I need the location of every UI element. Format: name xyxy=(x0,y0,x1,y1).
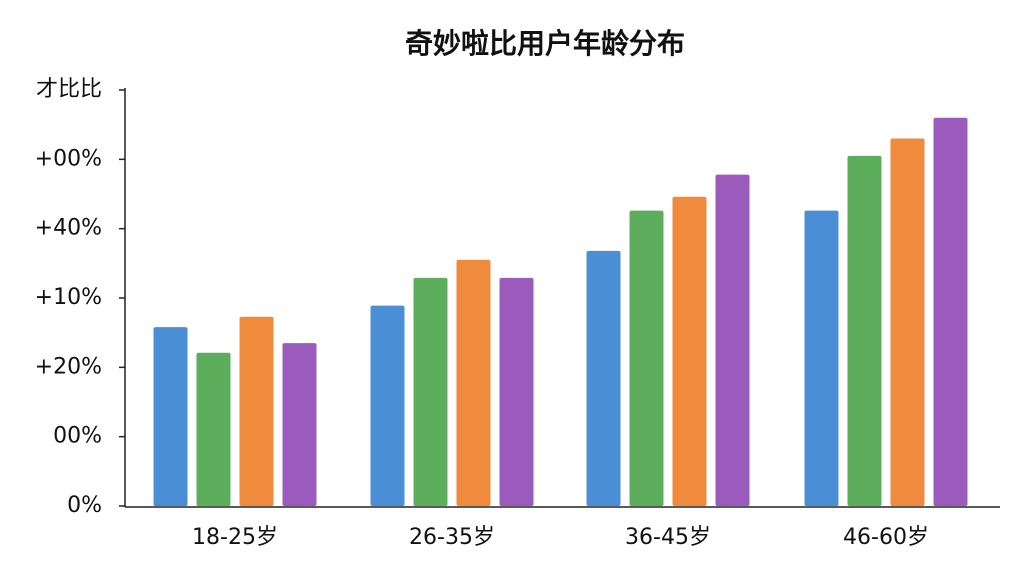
y-tick-label: 00% xyxy=(53,424,102,449)
bar xyxy=(586,250,621,506)
bar xyxy=(456,259,491,506)
x-tick-label: 36-45岁 xyxy=(625,525,711,550)
bar xyxy=(629,210,664,506)
y-tick-label: 才比比 xyxy=(36,77,102,102)
bar xyxy=(715,174,750,506)
bar xyxy=(196,352,231,506)
bar xyxy=(370,305,405,506)
bar xyxy=(239,316,274,506)
bar xyxy=(933,117,968,506)
x-tick-label: 46-60岁 xyxy=(843,525,929,550)
bar xyxy=(804,210,839,506)
x-tick-label: 18-25岁 xyxy=(192,525,278,550)
y-tick-label: 0% xyxy=(67,493,102,518)
y-tick-label: +00% xyxy=(35,146,102,171)
bar xyxy=(413,277,448,506)
bar xyxy=(672,196,707,507)
chart-title: 奇妙啦比用户年龄分布 xyxy=(405,27,685,60)
bar xyxy=(847,155,882,506)
x-tick-label: 26-35岁 xyxy=(409,525,495,550)
y-tick-label: +20% xyxy=(35,354,102,379)
bar xyxy=(890,138,925,507)
bar xyxy=(282,343,317,506)
bar xyxy=(499,277,534,506)
y-tick-label: +40% xyxy=(35,216,102,241)
y-tick-label: +10% xyxy=(35,285,102,310)
bar xyxy=(153,327,188,506)
